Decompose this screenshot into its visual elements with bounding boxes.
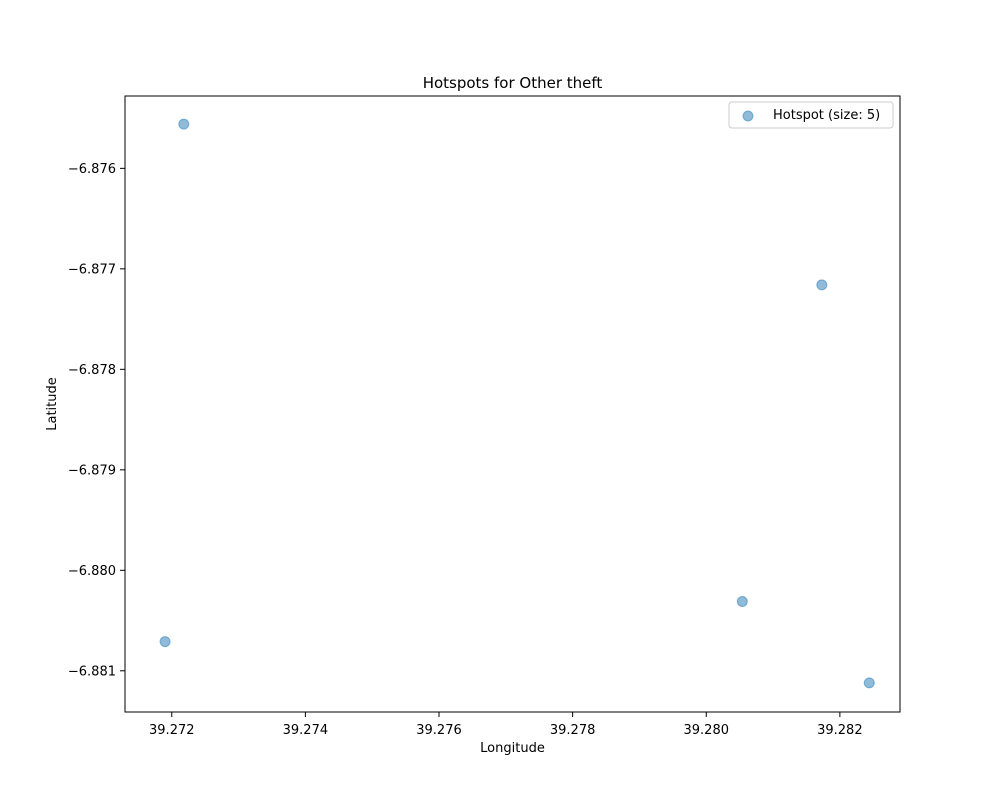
y-tick-label: −6.876 [68, 162, 116, 177]
x-tick-label: 39.280 [684, 723, 730, 738]
y-tick-label: −6.880 [68, 564, 116, 579]
x-tick-label: 39.274 [283, 723, 329, 738]
y-tick-label: −6.878 [68, 363, 116, 378]
hotspot-point [178, 118, 190, 130]
hotspot-point [159, 636, 171, 648]
hotspot-point [863, 677, 875, 689]
x-tick-label: 39.272 [149, 723, 195, 738]
y-tick-label: −6.879 [68, 463, 116, 478]
y-tick-label: −6.881 [68, 664, 116, 679]
legend-label: Hotspot (size: 5) [773, 108, 880, 123]
x-tick-label: 39.276 [416, 723, 462, 738]
x-tick-label: 39.278 [550, 723, 596, 738]
x-axis: 39.272 39.274 39.276 39.278 39.280 39.282 [149, 712, 863, 738]
x-axis-label: Longitude [480, 741, 545, 756]
x-tick-label: 39.282 [817, 723, 863, 738]
hotspot-point [736, 595, 748, 607]
hotspot-point [816, 279, 828, 291]
legend-box [728, 101, 894, 129]
chart-title: Hotspots for Other theft [423, 74, 603, 92]
y-axis: −6.876 −6.877 −6.878 −6.879 −6.880 −6.881 [68, 162, 125, 679]
y-tick-label: −6.877 [68, 262, 116, 277]
scatter-points [159, 118, 875, 689]
legend: Hotspot (size: 5) [728, 101, 894, 129]
y-axis-label: Latitude [45, 377, 60, 431]
legend-marker [742, 110, 754, 122]
plot-area [124, 95, 901, 713]
